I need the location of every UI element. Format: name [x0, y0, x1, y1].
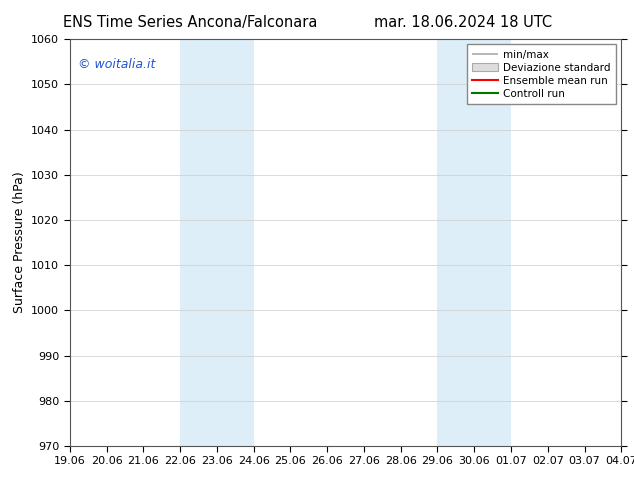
Text: © woitalia.it: © woitalia.it: [78, 57, 155, 71]
Text: ENS Time Series Ancona/Falconara: ENS Time Series Ancona/Falconara: [63, 15, 318, 30]
Y-axis label: Surface Pressure (hPa): Surface Pressure (hPa): [13, 172, 25, 314]
Bar: [180, 39, 254, 446]
Legend: min/max, Deviazione standard, Ensemble mean run, Controll run: min/max, Deviazione standard, Ensemble m…: [467, 45, 616, 104]
Text: mar. 18.06.2024 18 UTC: mar. 18.06.2024 18 UTC: [374, 15, 552, 30]
Bar: [437, 39, 511, 446]
